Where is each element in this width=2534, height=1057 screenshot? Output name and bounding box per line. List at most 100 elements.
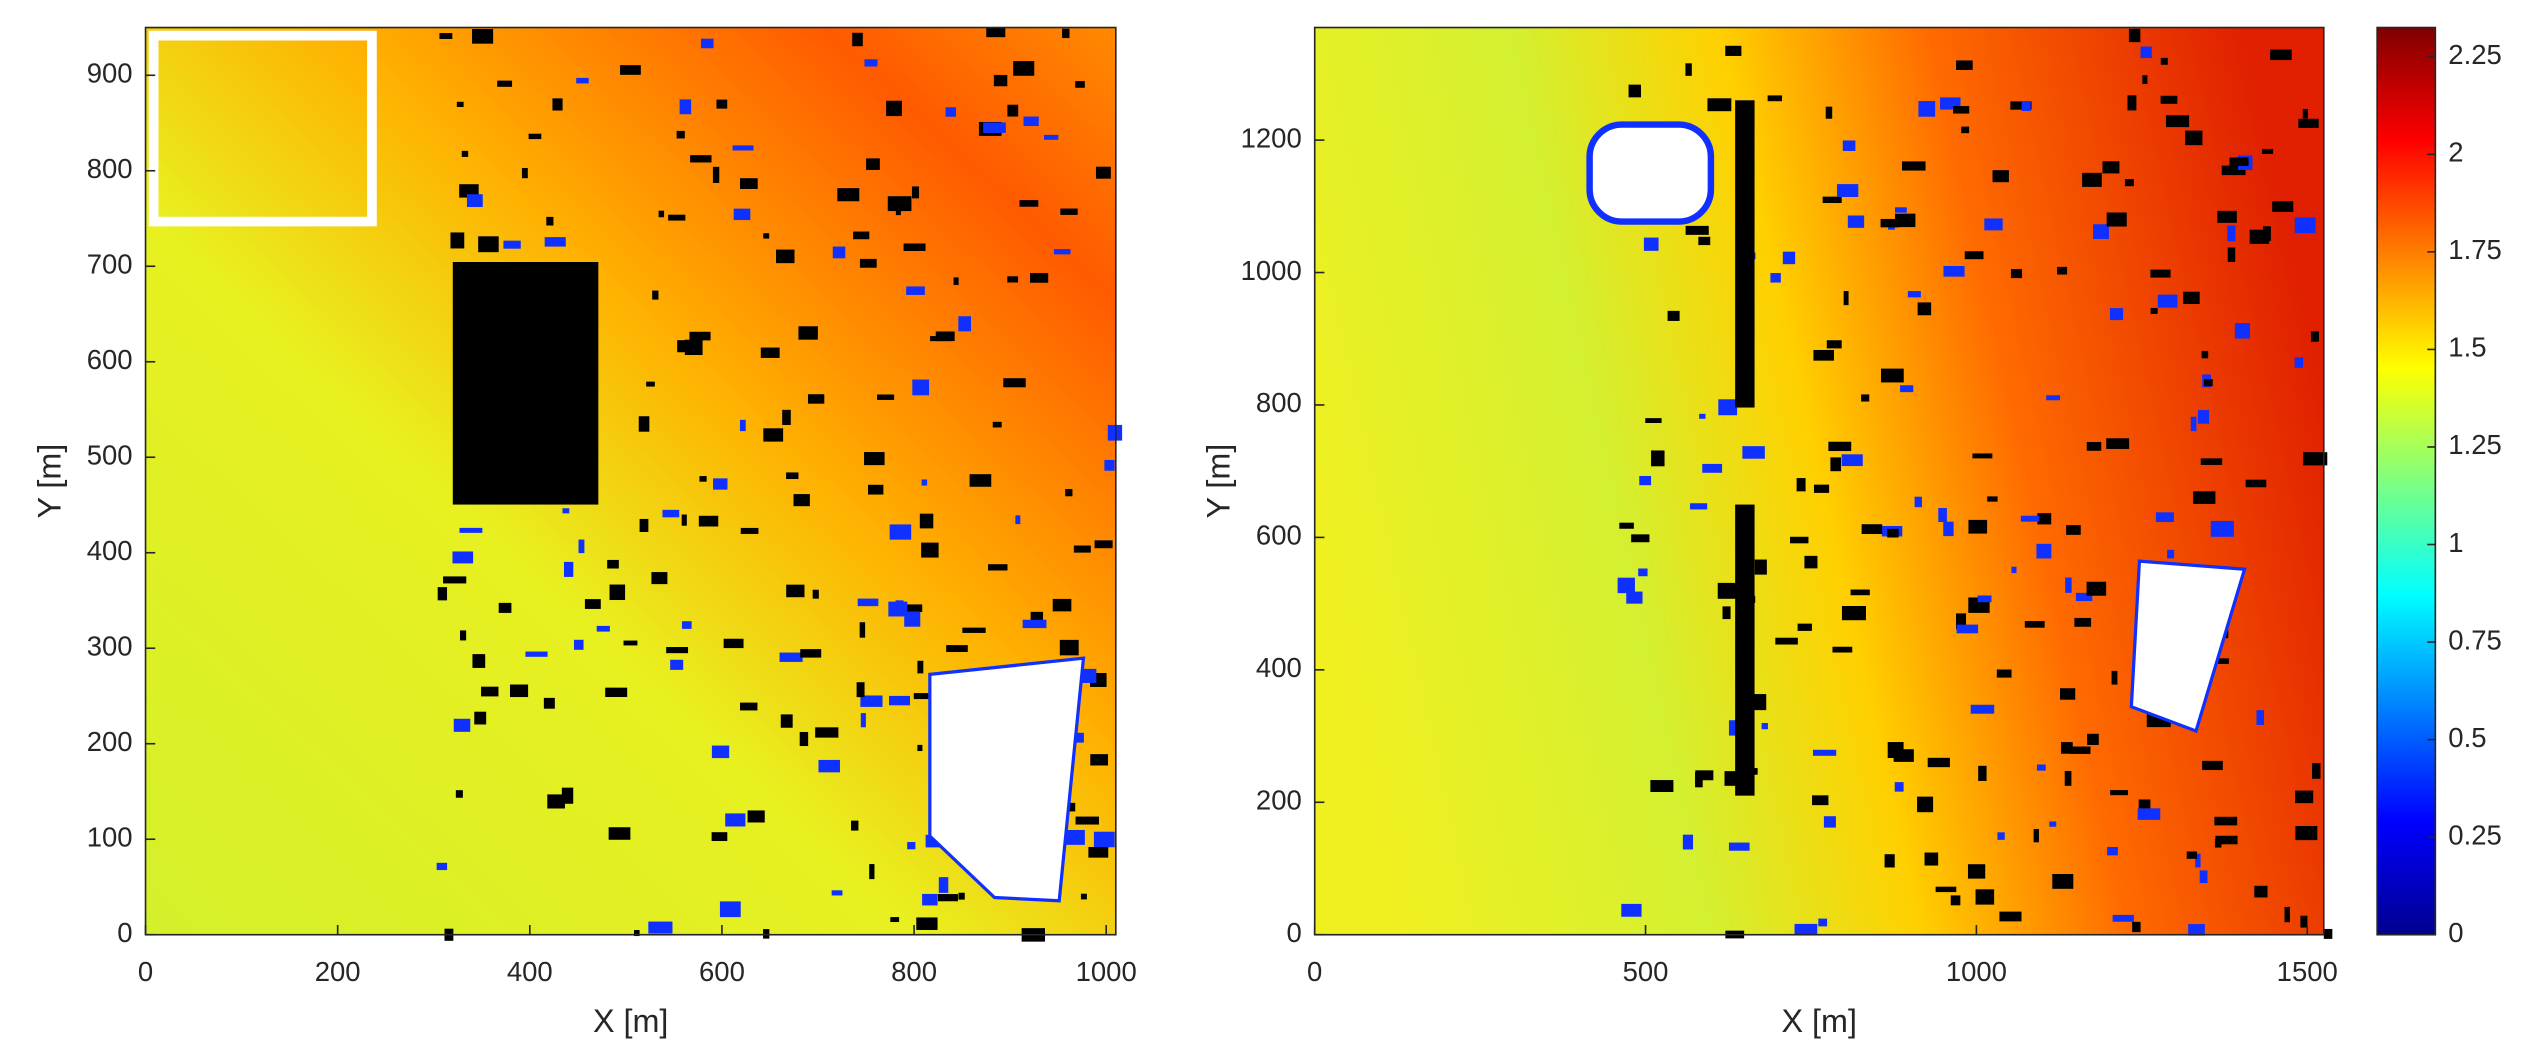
building [832,246,846,259]
building [1850,589,1870,596]
x-tick-label: 1000 [1946,956,2007,987]
building [1992,170,2009,183]
building [2302,108,2308,119]
building [2323,928,2333,939]
building [2197,410,2210,424]
building [1030,611,1044,621]
building [605,687,628,698]
building [2112,914,2134,922]
building [732,145,754,151]
building [2295,790,2314,804]
x-tick-label: 1500 [2277,956,2338,987]
building [779,652,803,662]
building [2010,101,2032,110]
building [2217,210,2237,223]
building [2270,49,2292,61]
building [2066,525,2081,535]
building [962,627,986,633]
building [1823,816,1836,828]
building [2106,438,2130,449]
building [2011,566,2017,574]
building [2036,543,2052,559]
building [459,527,483,533]
building [609,584,626,601]
building [481,686,499,697]
heatmap-field [1314,27,2324,935]
building [2201,350,2209,359]
building [638,416,650,432]
y-tick-label: 700 [87,249,133,280]
building [930,336,952,342]
building [958,892,965,900]
building [1935,886,1957,893]
building [1690,503,1708,510]
building [1619,522,1634,529]
building [639,518,649,532]
y-tick-label: 1200 [1241,122,1302,153]
building [1894,782,1904,792]
building [528,133,542,140]
building [864,59,878,67]
building [864,452,885,466]
building [1917,796,1934,813]
building [2227,225,2236,242]
building [986,27,1006,38]
building [2150,307,2158,314]
building [2074,617,2092,627]
building [2064,770,2072,786]
building [2157,294,2178,308]
building [921,542,939,558]
x-tick-label: 0 [1307,956,1322,987]
building [2185,130,2203,146]
building [2107,846,2118,856]
x-tick-label: 1000 [1076,956,1137,987]
building [1967,864,1986,879]
building [2190,416,2197,432]
y-tick-label: 800 [1256,387,1302,418]
building [1770,273,1781,283]
colorbar-tick-label: 0.25 [2448,819,2502,850]
building [800,649,822,658]
x-tick-label: 200 [315,956,361,987]
building [1830,457,1842,472]
building [1090,754,1108,766]
building [1725,45,1742,56]
building [831,890,843,896]
building [895,600,904,616]
building [739,419,746,432]
building [1832,646,1853,653]
building [2167,549,2175,559]
open-area [148,30,377,227]
building [652,290,659,300]
building [2037,513,2052,525]
building [2300,915,2308,928]
building [812,589,819,599]
colorbar-tick-label: 1.75 [2448,234,2502,265]
building [1019,200,1039,207]
building [860,713,866,728]
building [2020,515,2040,522]
building [2214,816,2238,826]
building [969,474,992,487]
building [648,921,673,934]
building [679,99,692,115]
building [2193,491,2216,504]
x-tick-label: 600 [699,956,745,987]
building [1724,771,1737,786]
building [907,842,916,850]
building [1080,893,1087,900]
building [2093,224,2109,239]
building [2214,838,2222,848]
building [2109,308,2124,321]
building [1095,166,1111,179]
building [917,744,923,752]
building [917,660,924,674]
building [993,74,1008,87]
building [1060,208,1078,215]
building [1950,895,1961,906]
building [1742,446,1765,459]
building [498,602,512,613]
building [852,32,863,47]
building [719,901,741,918]
building [2127,95,2137,111]
